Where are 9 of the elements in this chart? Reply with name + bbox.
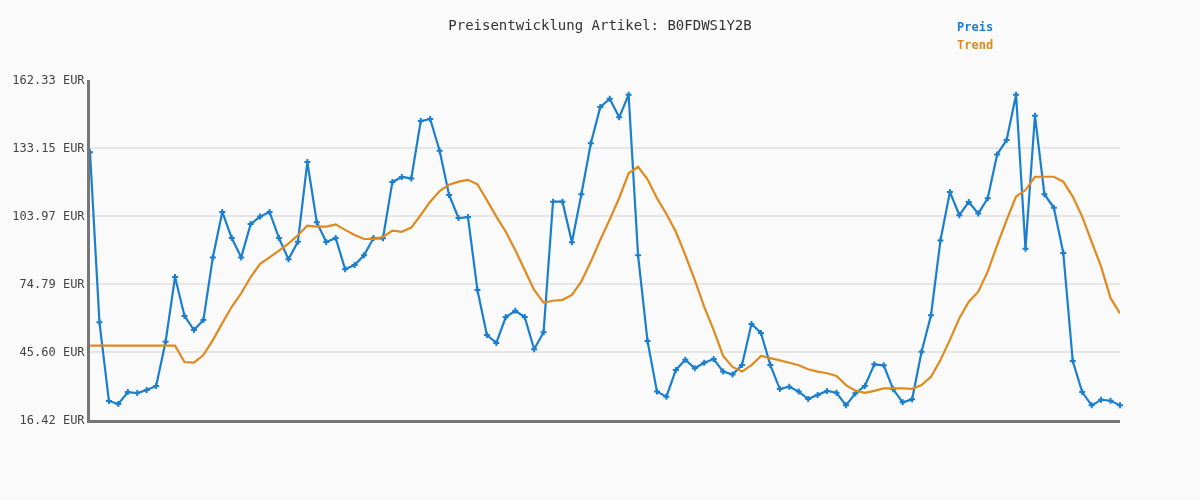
y-tick-label: 133.15 EUR [12,141,86,156]
y-tick-label: 162.33 EUR [12,73,86,88]
text: Preis [957,20,994,34]
y-tick-label: 45.60 EUR [19,345,86,360]
y-tick-label: 103.97 EUR [12,209,86,224]
text: Trend [957,38,994,52]
chart-title: Preisentwicklung Artikel: B0FDWS1Y2B [448,16,752,33]
y-tick-label: 74.79 EUR [19,277,86,292]
y-tick-label: 16.42 EUR [19,413,86,428]
